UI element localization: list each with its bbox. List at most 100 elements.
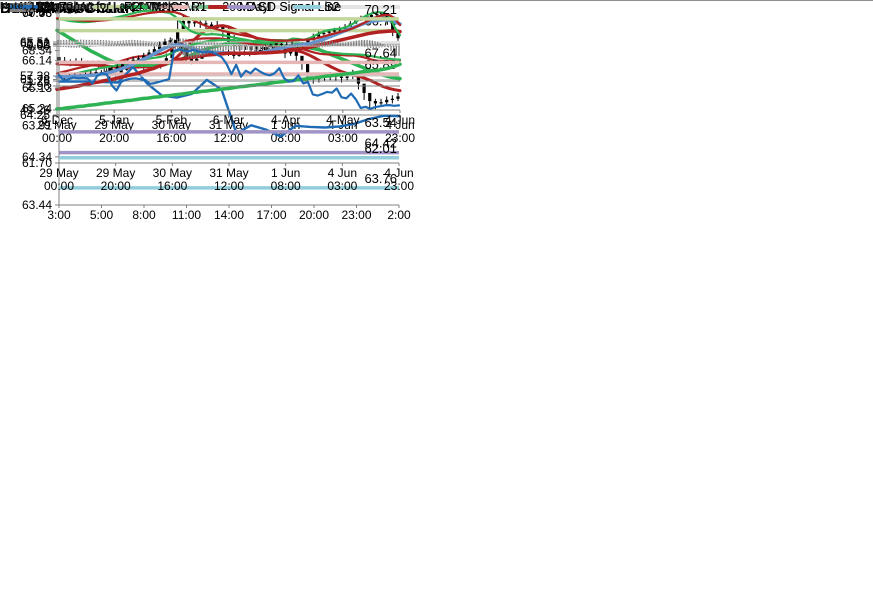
legend-label: MACD Signal Line [239,0,342,14]
svg-text:23:00: 23:00 [385,131,415,145]
legend-label: S1 [257,0,274,14]
svg-text:4 Jun: 4 Jun [385,118,414,132]
svg-text:64.42: 64.42 [364,136,397,151]
svg-text:49.26: 49.26 [20,103,50,117]
legend-item-macd-signal-line: MACD Signal Line [208,0,341,14]
svg-text:4 Jun: 4 Jun [328,166,357,180]
svg-text:67.64: 67.64 [364,45,397,60]
legend-label: S1 [257,0,274,14]
daily-macd-legend: DivergenceMACDMACD Signal Line [0,0,351,14]
legend-label: Divergence [37,0,101,14]
svg-text:3:00: 3:00 [47,208,71,222]
svg-text:17:00: 17:00 [256,208,286,222]
daily-pivot-note: Note: 1 Hour Chart for Last 1 Week [0,0,174,12]
svg-text:61.70: 61.70 [22,156,52,170]
legend-label: S2 [324,0,340,14]
svg-text:29 May: 29 May [94,118,133,132]
svg-text:65.24: 65.24 [22,102,52,116]
svg-text:68.34: 68.34 [22,44,52,58]
svg-text:31 May: 31 May [209,166,248,180]
svg-text:67.32: 67.32 [20,37,50,51]
legend-label: 20 Hr MA [41,0,94,14]
legend-item-r2: R2 [92,0,140,14]
svg-text:30 May: 30 May [153,166,192,180]
svg-text:0.00: 0.00 [27,38,51,52]
line-swatch-icon [191,5,220,9]
svg-text:4 Jun: 4 Jun [384,166,413,180]
svg-text:66.13: 66.13 [22,81,52,95]
line-swatch-icon [293,5,322,9]
svg-text:12:00: 12:00 [213,131,243,145]
svg-text:29 May: 29 May [39,166,78,180]
svg-text:20:00: 20:00 [99,131,129,145]
svg-text:20:00: 20:00 [101,179,131,193]
svg-text:66.14: 66.14 [22,54,52,68]
svg-text:5:00: 5:00 [90,208,114,222]
legend-item-s2: S2 [293,0,340,14]
bottom-divider [0,0,873,1]
svg-text:6-Dec: 6-Dec [41,113,73,127]
svg-text:64.25: 64.25 [20,108,50,122]
line-swatch-icon [208,5,237,9]
svg-text:64.34: 64.34 [22,150,52,164]
daily-pivot-legend: Close R2 R1 S1 S2 [0,0,350,14]
svg-text:2:00: 2:00 [387,208,411,222]
legend-label: S2 [324,0,340,14]
svg-text:1 Jun: 1 Jun [271,166,300,180]
svg-text:5-Feb: 5-Feb [156,113,188,127]
svg-text:08:00: 08:00 [271,179,301,193]
line-swatch-icon [92,5,121,9]
svg-text:57.38: 57.38 [20,69,50,83]
legend-label: R1 [190,0,207,14]
legend-label: Divergence [37,0,101,14]
svg-text:20:00: 20:00 [299,208,329,222]
legend-label: Close [41,0,73,14]
svg-text:62.01: 62.01 [364,141,397,156]
legend-label: R2 [123,0,140,14]
svg-text:29 May: 29 May [37,118,76,132]
svg-text:03:00: 03:00 [327,179,357,193]
svg-text:23:00: 23:00 [341,208,371,222]
svg-text:4-Jun: 4-Jun [385,113,415,127]
line-swatch-icon [10,5,38,9]
svg-text:16:00: 16:00 [156,131,186,145]
svg-text:8:00: 8:00 [132,208,156,222]
daily-price-chart: 73.6365.5157.3849.266-Dec5-Jan5-Feb6-Mar… [20,1,415,127]
svg-text:00:00: 00:00 [42,131,72,145]
svg-text:29 May: 29 May [96,166,135,180]
svg-text:63.76: 63.76 [364,171,397,186]
svg-text:0.00: 0.00 [27,39,51,53]
svg-text:23:00: 23:00 [384,179,414,193]
line-swatch-icon [120,5,149,9]
svg-text:63.91: 63.91 [22,119,52,133]
svg-text:30 May: 30 May [152,118,191,132]
svg-text:31 May: 31 May [209,118,248,132]
svg-text:03:00: 03:00 [328,131,358,145]
line-swatch-icon [159,5,188,9]
legend-label: MACD Signal Line [239,0,342,14]
svg-text:70.56: 70.56 [22,6,52,20]
svg-text:-2.96: -2.96 [23,79,51,93]
svg-text:65.78: 65.78 [20,72,50,86]
svg-text:63.54: 63.54 [364,115,397,130]
svg-text:4-May: 4-May [326,113,359,127]
svg-text:4-Apr: 4-Apr [271,113,300,127]
svg-text:14:00: 14:00 [214,208,244,222]
legend-item-close: Close [10,0,73,14]
svg-text:11:00: 11:00 [172,208,201,222]
svg-text:12:00: 12:00 [214,179,244,193]
legend-item-s1: S1 [226,0,274,14]
svg-text:00:00: 00:00 [44,179,74,193]
line-swatch-icon [226,5,255,9]
svg-text:6-Mar: 6-Mar [213,113,244,127]
legend-label: 20 Day [41,0,81,14]
svg-text:65.51: 65.51 [20,35,50,49]
legend-item-r1: R1 [159,0,207,14]
svg-text:70.21: 70.21 [364,2,397,17]
svg-text:16:00: 16:00 [157,179,187,193]
svg-text:5-Jan: 5-Jan [99,113,129,127]
svg-text:63.44: 63.44 [22,198,52,212]
